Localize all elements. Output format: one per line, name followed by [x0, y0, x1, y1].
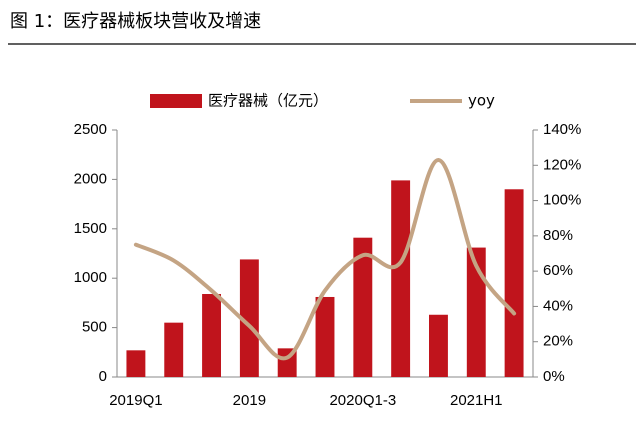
x-tick-label: 2020Q1-3 [329, 392, 396, 409]
bar [164, 322, 184, 377]
y2-tick-label: 60% [543, 262, 573, 279]
y-tick-label: 1500 [74, 220, 107, 237]
y2-tick-label: 40% [543, 297, 573, 314]
y-tick-label: 1000 [74, 269, 107, 286]
y2-tick-label: 80% [543, 227, 573, 244]
y-tick-label: 2500 [74, 121, 107, 138]
bar [239, 259, 259, 377]
y2-tick-label: 20% [543, 333, 573, 350]
legend-swatch [150, 94, 202, 108]
legend-label: yoy [468, 92, 495, 110]
y-tick-label: 500 [82, 319, 107, 336]
bar [202, 294, 221, 377]
y2-tick-label: 100% [543, 192, 581, 209]
bar [466, 247, 486, 377]
bar [315, 296, 335, 377]
bar [126, 350, 146, 377]
bar [429, 314, 448, 377]
x-tick-label: 2019Q1 [109, 392, 162, 409]
x-tick-label: 2019 [233, 392, 266, 409]
y2-tick-label: 0% [543, 368, 565, 385]
line [133, 157, 517, 361]
y2-tick-label: 140% [543, 121, 581, 138]
chart-title: 图 1：医疗器械板块营收及增速 [10, 11, 261, 32]
y-tick-label: 2000 [74, 170, 107, 187]
bar [353, 237, 373, 377]
y-tick-label: 0 [99, 368, 107, 385]
legend-label: 医疗器械（亿元） [208, 92, 328, 110]
y2-tick-label: 120% [543, 156, 581, 173]
x-tick-label: 2021H1 [450, 392, 503, 409]
bar [391, 180, 411, 377]
bar [504, 189, 524, 377]
